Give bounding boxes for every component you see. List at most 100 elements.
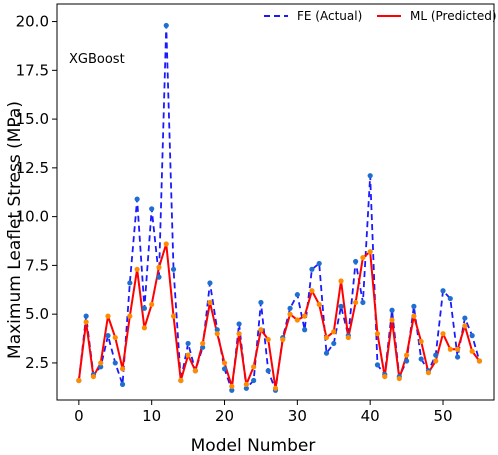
ml-predicted-point: [178, 377, 184, 384]
fe-actual-point: [447, 295, 453, 302]
ml-predicted-point: [207, 299, 213, 306]
ml-predicted-point: [105, 313, 111, 319]
ml-predicted-point: [454, 346, 461, 352]
fe-actual-point: [265, 368, 271, 374]
ml-predicted-point: [83, 319, 89, 325]
fe-actual-point: [338, 303, 344, 309]
fe-actual-point: [163, 22, 169, 29]
ml-predicted-point: [258, 327, 264, 333]
ml-predicted-point: [469, 348, 475, 354]
ml-predicted-point: [236, 331, 242, 337]
fe-actual-point: [98, 364, 104, 370]
fe-actual-point: [156, 274, 162, 280]
legend-label-ml: ML (Predicted): [410, 9, 497, 23]
ml-predicted-point: [265, 336, 271, 343]
ml-predicted-point: [90, 373, 97, 380]
ml-predicted-point: [98, 360, 104, 366]
fe-actual-point: [214, 327, 220, 333]
ml-predicted-point: [112, 334, 118, 341]
ml-predicted-point: [389, 317, 395, 323]
fe-actual-point: [251, 377, 257, 384]
legend: FE (Actual) ML (Predicted): [264, 9, 497, 23]
ml-predicted-point: [192, 368, 198, 374]
ml-predicted-point: [316, 301, 322, 308]
ml-predicted-point: [418, 338, 424, 345]
fe-actual-point: [207, 280, 213, 286]
ml-predicted-point: [214, 331, 220, 337]
ml-predicted-point: [338, 278, 344, 284]
ml-predicted-point: [331, 329, 337, 335]
x-axis-ticks: 0 10 20 30 40 50: [74, 400, 453, 425]
y-tick-label: 2.5: [25, 354, 49, 372]
y-tick-label: 7.5: [25, 256, 49, 274]
fe-actual-point: [462, 315, 468, 321]
ml-predicted-point: [367, 249, 373, 255]
ml-predicted-point: [294, 317, 300, 323]
ml-predicted-point: [433, 358, 439, 364]
ml-predicted-point: [185, 352, 191, 358]
ml-predicted-point: [382, 373, 388, 380]
x-tick-label: 40: [361, 407, 380, 425]
y-tick-label: 17.5: [16, 61, 49, 79]
series-layer: [77, 24, 481, 392]
ml-predicted-point: [374, 331, 381, 337]
ml-predicted-point: [272, 385, 279, 391]
ml-predicted-point: [440, 331, 446, 337]
ml-predicted-point: [221, 360, 228, 366]
ml-predicted-point: [119, 366, 126, 372]
y-axis-ticks: 2.5 5.0 7.5 10.0 12.5 15.0 17.5 20.0: [16, 13, 57, 372]
ml-predicted-point: [411, 313, 417, 319]
ml-predicted-point: [476, 358, 483, 364]
y-tick-label: 5.0: [25, 305, 49, 323]
fe-actual-point: [185, 340, 191, 347]
marker-layer: [76, 22, 483, 393]
fe-actual-point: [411, 303, 417, 309]
fe-actual-point: [287, 305, 293, 311]
fe-actual-point: [367, 173, 373, 179]
fe-actual-point: [316, 260, 322, 267]
fe-actual-point: [200, 344, 206, 350]
ml-predicted-line: [77, 242, 481, 390]
fe-actual-point: [360, 299, 366, 306]
ml-predicted-point: [134, 266, 140, 272]
y-tick-label: 15.0: [16, 110, 49, 128]
x-tick-label: 10: [142, 407, 161, 425]
plot-frame: [56, 3, 495, 401]
ml-predicted-point: [156, 264, 162, 270]
y-tick-label: 20.0: [16, 13, 49, 31]
fe-actual-point: [127, 280, 133, 286]
ml-predicted-point: [345, 334, 351, 341]
fe-actual-point: [440, 288, 446, 294]
fe-actual-point: [170, 266, 177, 272]
y-axis-title: Maximum Leaflet Stress (MPa): [5, 101, 25, 359]
ml-predicted-point: [462, 323, 468, 329]
x-tick-label: 0: [74, 407, 84, 425]
fe-actual-point: [105, 333, 111, 339]
ml-predicted-point: [149, 301, 155, 308]
ml-predicted-point: [360, 254, 366, 261]
x-tick-label: 20: [215, 407, 234, 425]
annotation-label: XGBoost: [69, 52, 125, 67]
x-tick-label: 50: [433, 407, 452, 425]
fe-actual-point: [374, 362, 381, 368]
y-tick-label: 12.5: [16, 159, 49, 177]
ml-predicted-point: [302, 313, 308, 319]
fe-actual-point: [353, 258, 359, 265]
ml-predicted-point: [287, 311, 293, 317]
ml-predicted-point: [425, 370, 432, 376]
fe-actual-point: [134, 196, 140, 202]
fe-actual-point: [141, 305, 147, 311]
fe-actual-point: [149, 206, 155, 212]
fe-actual-point: [83, 313, 89, 319]
fe-actual-point: [302, 327, 308, 333]
fe-actual-point: [469, 333, 475, 339]
ml-predicted-point: [76, 377, 82, 384]
fe-actual-point: [389, 307, 395, 313]
y-tick-label: 10.0: [16, 208, 49, 226]
ml-predicted-point: [309, 288, 315, 294]
fe-actual-point: [454, 354, 461, 360]
ml-predicted-point: [243, 381, 249, 387]
ml-predicted-point: [447, 346, 453, 352]
fe-actual-point: [112, 360, 118, 366]
fe-actual-point: [221, 366, 228, 372]
